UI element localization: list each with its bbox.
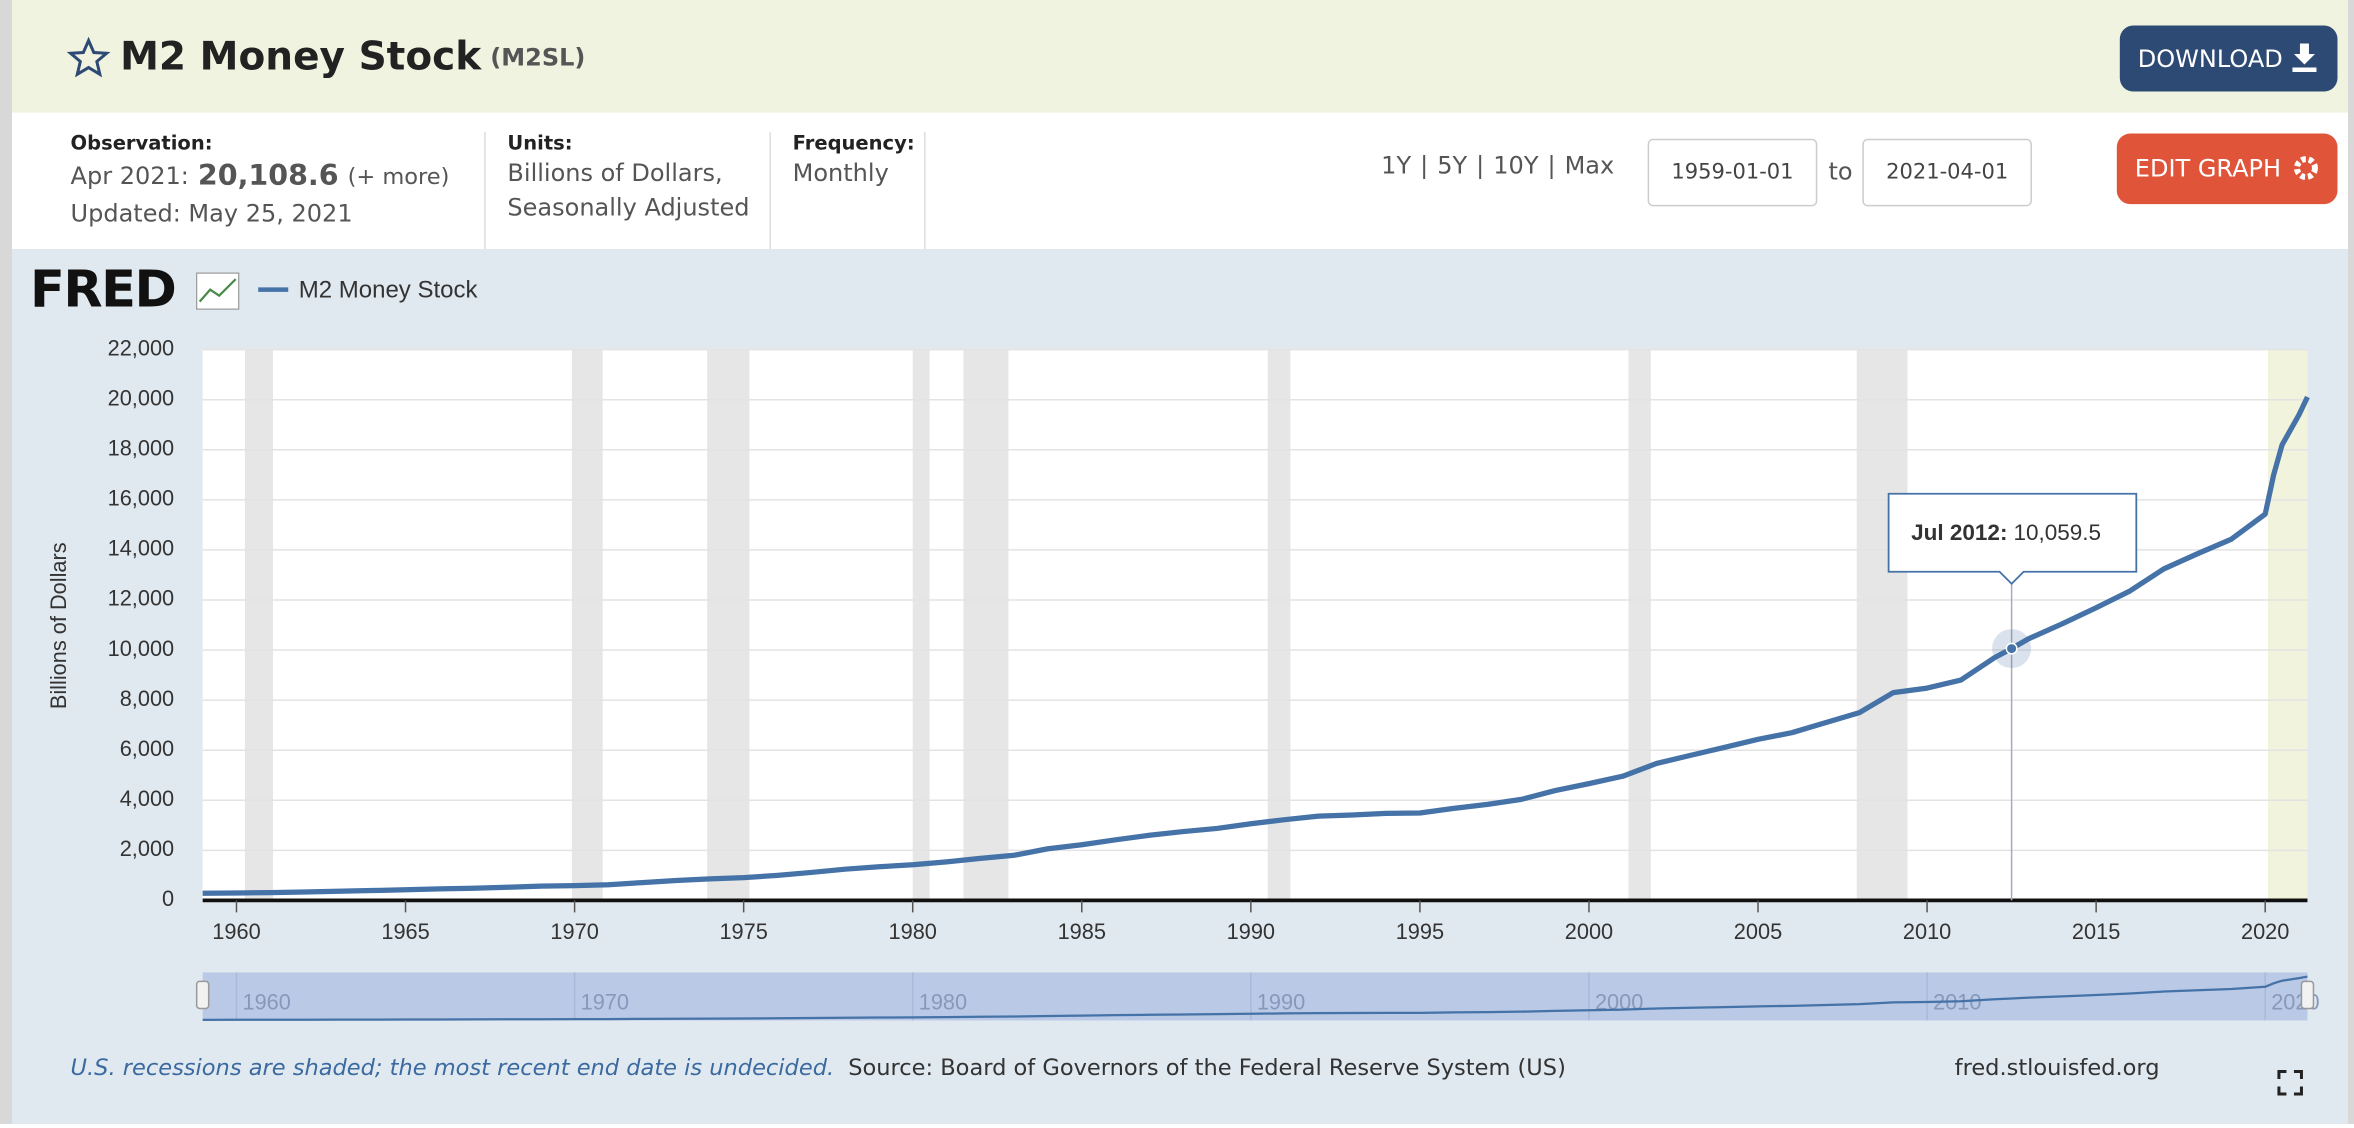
download-label: DOWNLOAD <box>2138 45 2283 73</box>
frequency-value: Monthly <box>793 159 889 187</box>
observation-label: Observation: <box>71 132 213 155</box>
observation-value: 20,108.6 <box>198 159 339 192</box>
site[interactable]: fred.stlouisfed.org <box>1955 1055 2160 1081</box>
x-tick-label: 1985 <box>1058 919 1106 944</box>
edit-bg <box>2116 133 2338 205</box>
series-title: M2 Money Stock (M2SL) <box>120 34 585 79</box>
plot-area <box>202 349 2308 901</box>
y-axis-label: Billions of Dollars <box>46 542 71 709</box>
x-tick-label: 1995 <box>1396 919 1444 944</box>
more-link[interactable]: (+ more) <box>348 164 450 190</box>
y-tick-label: 6,000 <box>120 736 174 761</box>
range-button[interactable]: 1Y <box>1381 152 1411 180</box>
y-tick-label: 0 <box>162 886 174 911</box>
to-label: to <box>1829 158 1853 186</box>
start-date: 1959-01-01 <box>1671 159 1793 184</box>
y-tick-label: 16,000 <box>108 486 175 511</box>
units-value: Seasonally Adjusted <box>507 194 749 222</box>
y-tick-label: 22,000 <box>108 335 175 360</box>
recession-shade <box>571 349 603 901</box>
range-separator: | <box>1476 152 1484 180</box>
recession-note: U.S. recessions are shaded; the most rec… <box>71 1055 835 1081</box>
title-text: M2 Money Stock <box>120 34 482 79</box>
observation: Apr 2021: 20,108.6 (+ more) <box>71 159 450 192</box>
edit-label: EDIT GRAPH <box>2135 155 2281 183</box>
units-label: Units: <box>507 132 572 155</box>
updated: Updated: May 25, 2021 <box>71 200 353 228</box>
y-tick-label: 8,000 <box>120 686 174 711</box>
range-separator: | <box>1420 152 1428 180</box>
end-input[interactable] <box>1862 138 2032 207</box>
recession-shade <box>912 349 930 901</box>
navigator-label: 1980 <box>919 990 967 1015</box>
x-tick-label: 1960 <box>212 919 260 944</box>
y-tick-label: 14,000 <box>108 536 175 561</box>
recession-shade <box>707 349 750 901</box>
range-buttons: 1Y | 5Y | 10Y | Max <box>1381 152 1614 180</box>
tooltip-text: Jul 2012: 10,059.5 <box>1911 520 2101 545</box>
x-tick-label: 1975 <box>719 919 767 944</box>
download-button[interactable]: DOWNLOAD <box>2119 25 2338 92</box>
recession-shade <box>1267 349 1291 901</box>
y-tick-label: 20,000 <box>108 385 175 410</box>
observation-date: Apr 2021: <box>71 162 189 190</box>
y-tick-label: 12,000 <box>108 586 175 611</box>
x-tick-label: 2010 <box>1903 919 1951 944</box>
navigator-band[interactable] <box>202 972 2308 1021</box>
range-button[interactable]: 10Y <box>1493 152 1539 180</box>
gear-icon <box>2293 156 2318 181</box>
favorite-star[interactable] <box>66 36 111 78</box>
logo-icon <box>196 272 240 310</box>
fullscreen-icon[interactable] <box>2277 1069 2303 1096</box>
y-tick-label: 10,000 <box>108 636 175 661</box>
x-tick-label: 1970 <box>550 919 598 944</box>
x-tick-label: 1990 <box>1227 919 1275 944</box>
x-tick-label: 2020 <box>2241 919 2289 944</box>
header-band <box>12 0 2348 113</box>
source: Source: Board of Governors of the Federa… <box>848 1055 1566 1081</box>
edit-graph-button[interactable]: EDIT GRAPH <box>2116 133 2338 205</box>
x-tick-label: 1980 <box>889 919 937 944</box>
series-id: (M2SL) <box>490 44 585 72</box>
recession-shade <box>1856 349 1908 901</box>
range-separator: | <box>1548 152 1556 180</box>
y-tick-label: 4,000 <box>120 786 174 811</box>
download-icon <box>2292 43 2317 73</box>
navigator-label: 1970 <box>581 990 629 1015</box>
x-tick-label: 2015 <box>2072 919 2120 944</box>
navigator-label: 1960 <box>242 990 290 1015</box>
series-line <box>202 395 2310 896</box>
tooltip-label: Jul 2012: <box>1911 520 2007 545</box>
recession-shade <box>244 349 274 901</box>
end-date: 2021-04-01 <box>1886 159 2008 184</box>
range-button[interactable]: 5Y <box>1437 152 1467 180</box>
x-tick-label: 1965 <box>381 919 429 944</box>
tooltip-value: 10,059.5 <box>2013 520 2101 545</box>
y-tick-label: 2,000 <box>120 836 174 861</box>
units-value: Billions of Dollars, <box>507 159 722 187</box>
navigator-label: 1990 <box>1257 990 1305 1015</box>
start-input[interactable] <box>1647 138 1818 207</box>
recession-shade-undecided <box>2267 349 2308 901</box>
download-bg <box>2119 25 2338 92</box>
logo-icon-line <box>198 278 237 303</box>
recession-shade <box>1628 349 1651 901</box>
fred-logo: FRED <box>30 261 175 320</box>
x-tick-label: 2000 <box>1565 919 1613 944</box>
navigator-handle[interactable] <box>2300 980 2315 1010</box>
range-button[interactable]: Max <box>1565 152 1615 180</box>
plot: 0 2,000 4,000 6,000 8,000 10,000 12,000 14,000 1… <box>108 276 2320 1021</box>
hover-point <box>2005 642 2018 655</box>
navigator-handle[interactable] <box>195 980 210 1010</box>
y-tick-label: 18,000 <box>108 436 175 461</box>
frequency-label: Frequency: <box>793 132 915 155</box>
legend-label: M2 Money Stock <box>299 276 479 303</box>
tooltip-box <box>1887 492 2138 586</box>
navigator-line <box>202 975 2308 1021</box>
x-tick-label: 2005 <box>1734 919 1782 944</box>
recession-shade <box>963 349 1009 901</box>
